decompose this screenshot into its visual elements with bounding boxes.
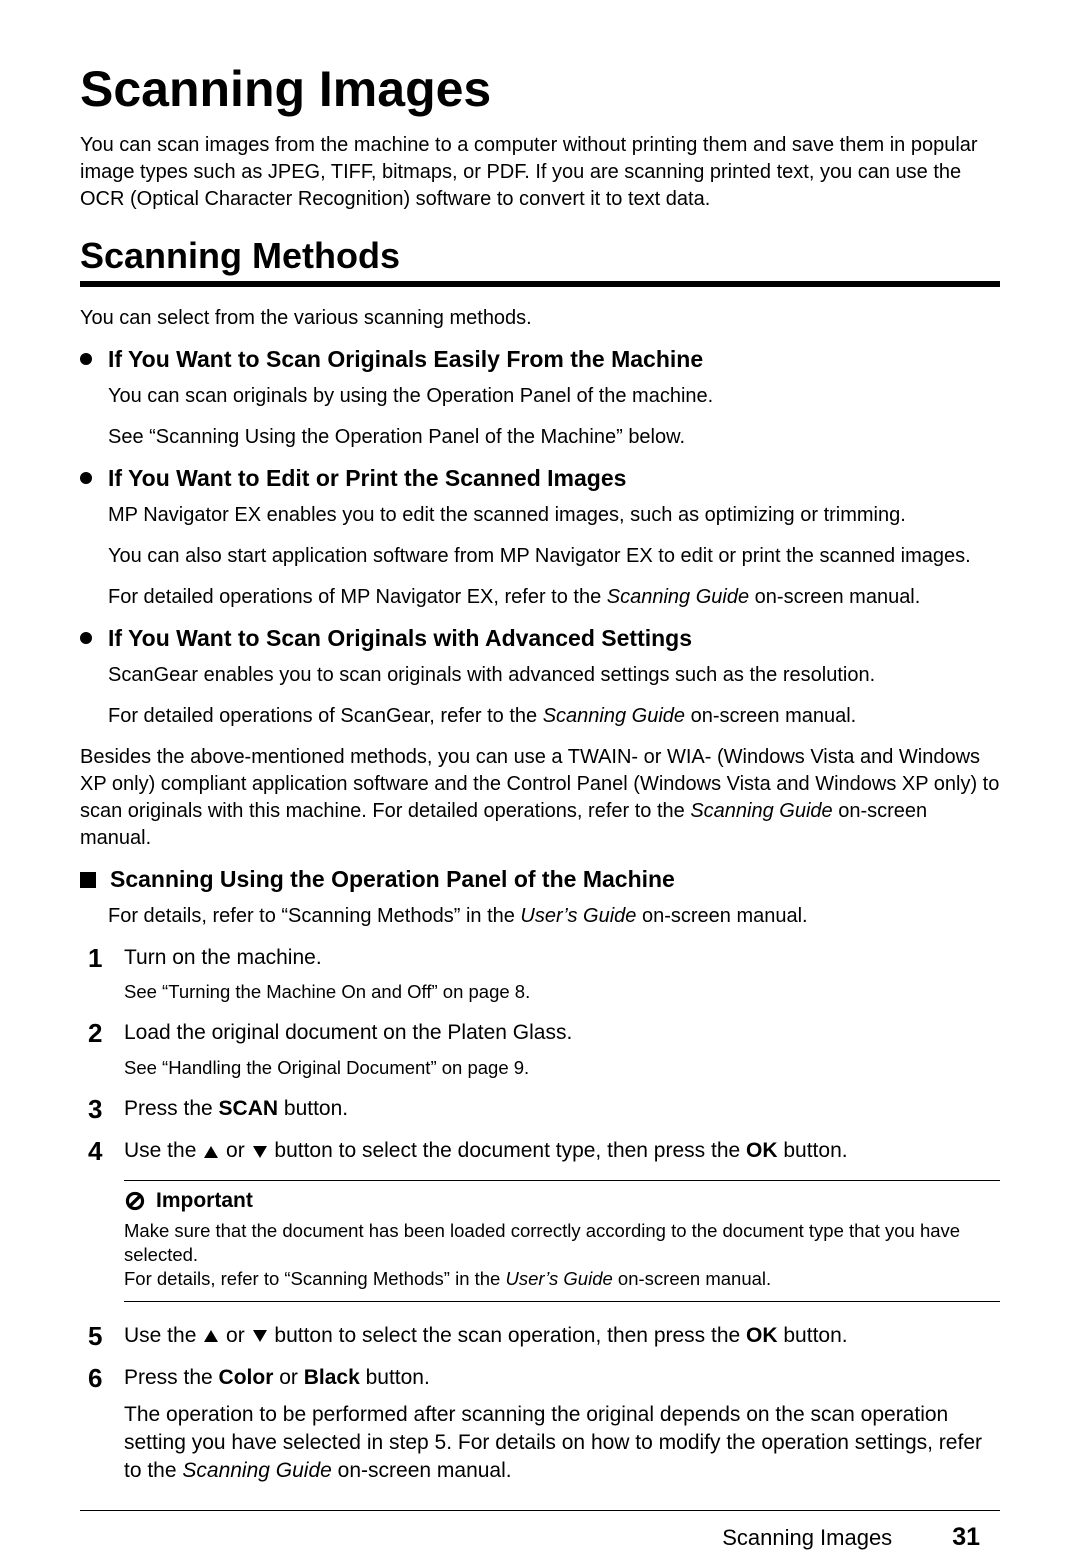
bullet-title: If You Want to Scan Originals Easily Fro… [108, 346, 703, 373]
step-main-text: Press the SCAN button. [124, 1095, 1000, 1123]
bullet-paragraph: MP Navigator EX enables you to edit the … [108, 502, 1000, 529]
square-heading-row: Scanning Using the Operation Panel of th… [80, 866, 1000, 893]
up-arrow-icon [204, 1330, 218, 1342]
bullet-paragraph: For detailed operations of ScanGear, ref… [108, 703, 1000, 730]
bullet-title: If You Want to Scan Originals with Advan… [108, 625, 692, 652]
step-main-text: Use the or button to select the scan ope… [124, 1322, 1000, 1350]
bullet-heading: If You Want to Edit or Print the Scanned… [80, 465, 1000, 492]
bullet-dot-icon [80, 472, 92, 484]
bullet-dot-icon [80, 632, 92, 644]
important-header: Important [124, 1181, 1000, 1219]
step-number: 3 [88, 1095, 124, 1124]
step-number: 1 [88, 944, 124, 973]
page-footer: Scanning Images 31 [80, 1511, 1000, 1552]
important-rule-bottom [124, 1301, 1000, 1302]
down-arrow-icon [253, 1146, 267, 1158]
bullet-heading: If You Want to Scan Originals Easily Fro… [80, 346, 1000, 373]
step-main-text: Load the original document on the Platen… [124, 1019, 1000, 1047]
step-row: 1Turn on the machine. See “Turning the Ma… [88, 944, 1000, 1005]
page-title: Scanning Images [80, 60, 1000, 118]
important-box: Important Make sure that the document has… [124, 1180, 1000, 1302]
step-sub-text: See “Handling the Original Document” on … [124, 1056, 1000, 1081]
step-content: Use the or button to select the scan ope… [124, 1322, 1000, 1350]
bullet-paragraph: You can scan originals by using the Oper… [108, 383, 1000, 410]
step-sub-text: See “Turning the Machine On and Off” on … [124, 980, 1000, 1005]
step-row: 6Press the Color or Black button. The ope… [88, 1364, 1000, 1485]
step-number: 4 [88, 1137, 124, 1166]
section-intro: You can select from the various scanning… [80, 305, 1000, 332]
step-content: Turn on the machine. See “Turning the Mac… [124, 944, 1000, 1005]
important-title: Important [156, 1189, 253, 1213]
footer-section-label: Scanning Images [722, 1525, 892, 1551]
step-number: 2 [88, 1019, 124, 1048]
step-number: 5 [88, 1322, 124, 1351]
step-after-text: The operation to be performed after scan… [124, 1401, 1000, 1486]
section-divider [80, 281, 1000, 287]
up-arrow-icon [204, 1146, 218, 1158]
step-content: Press the SCAN button. [124, 1095, 1000, 1123]
bullet-heading: If You Want to Scan Originals with Advan… [80, 625, 1000, 652]
step-row: 4Use the or button to select the documen… [88, 1137, 1000, 1307]
step-row: 3Press the SCAN button. [88, 1095, 1000, 1124]
section-heading: Scanning Methods [80, 235, 1000, 277]
step-row: 5Use the or button to select the scan op… [88, 1322, 1000, 1351]
step-main-text: Press the Color or Black button. [124, 1364, 1000, 1392]
intro-paragraph: You can scan images from the machine to … [80, 132, 1000, 213]
prohibit-icon [124, 1190, 146, 1212]
step-main-text: Use the or button to select the document… [124, 1137, 1000, 1165]
square-intro: For details, refer to “Scanning Methods”… [108, 903, 1000, 930]
bullet-paragraph: For detailed operations of MP Navigator … [108, 584, 1000, 611]
important-body: Make sure that the document has been loa… [124, 1219, 1000, 1301]
step-number: 6 [88, 1364, 124, 1393]
bullet-paragraph: You can also start application software … [108, 543, 1000, 570]
footer-page-number: 31 [952, 1523, 980, 1552]
step-content: Load the original document on the Platen… [124, 1019, 1000, 1080]
after-bullets-paragraph: Besides the above-mentioned methods, you… [80, 744, 1000, 852]
square-bullet-icon [80, 872, 96, 888]
step-row: 2Load the original document on the Plate… [88, 1019, 1000, 1080]
step-main-text: Turn on the machine. [124, 944, 1000, 972]
square-heading-title: Scanning Using the Operation Panel of th… [110, 866, 675, 893]
bullet-paragraph: ScanGear enables you to scan originals w… [108, 662, 1000, 689]
bullet-dot-icon [80, 353, 92, 365]
down-arrow-icon [253, 1330, 267, 1342]
step-content: Use the or button to select the document… [124, 1137, 1000, 1307]
bullet-paragraph: See “Scanning Using the Operation Panel … [108, 424, 1000, 451]
bullet-title: If You Want to Edit or Print the Scanned… [108, 465, 626, 492]
step-content: Press the Color or Black button. The oper… [124, 1364, 1000, 1485]
